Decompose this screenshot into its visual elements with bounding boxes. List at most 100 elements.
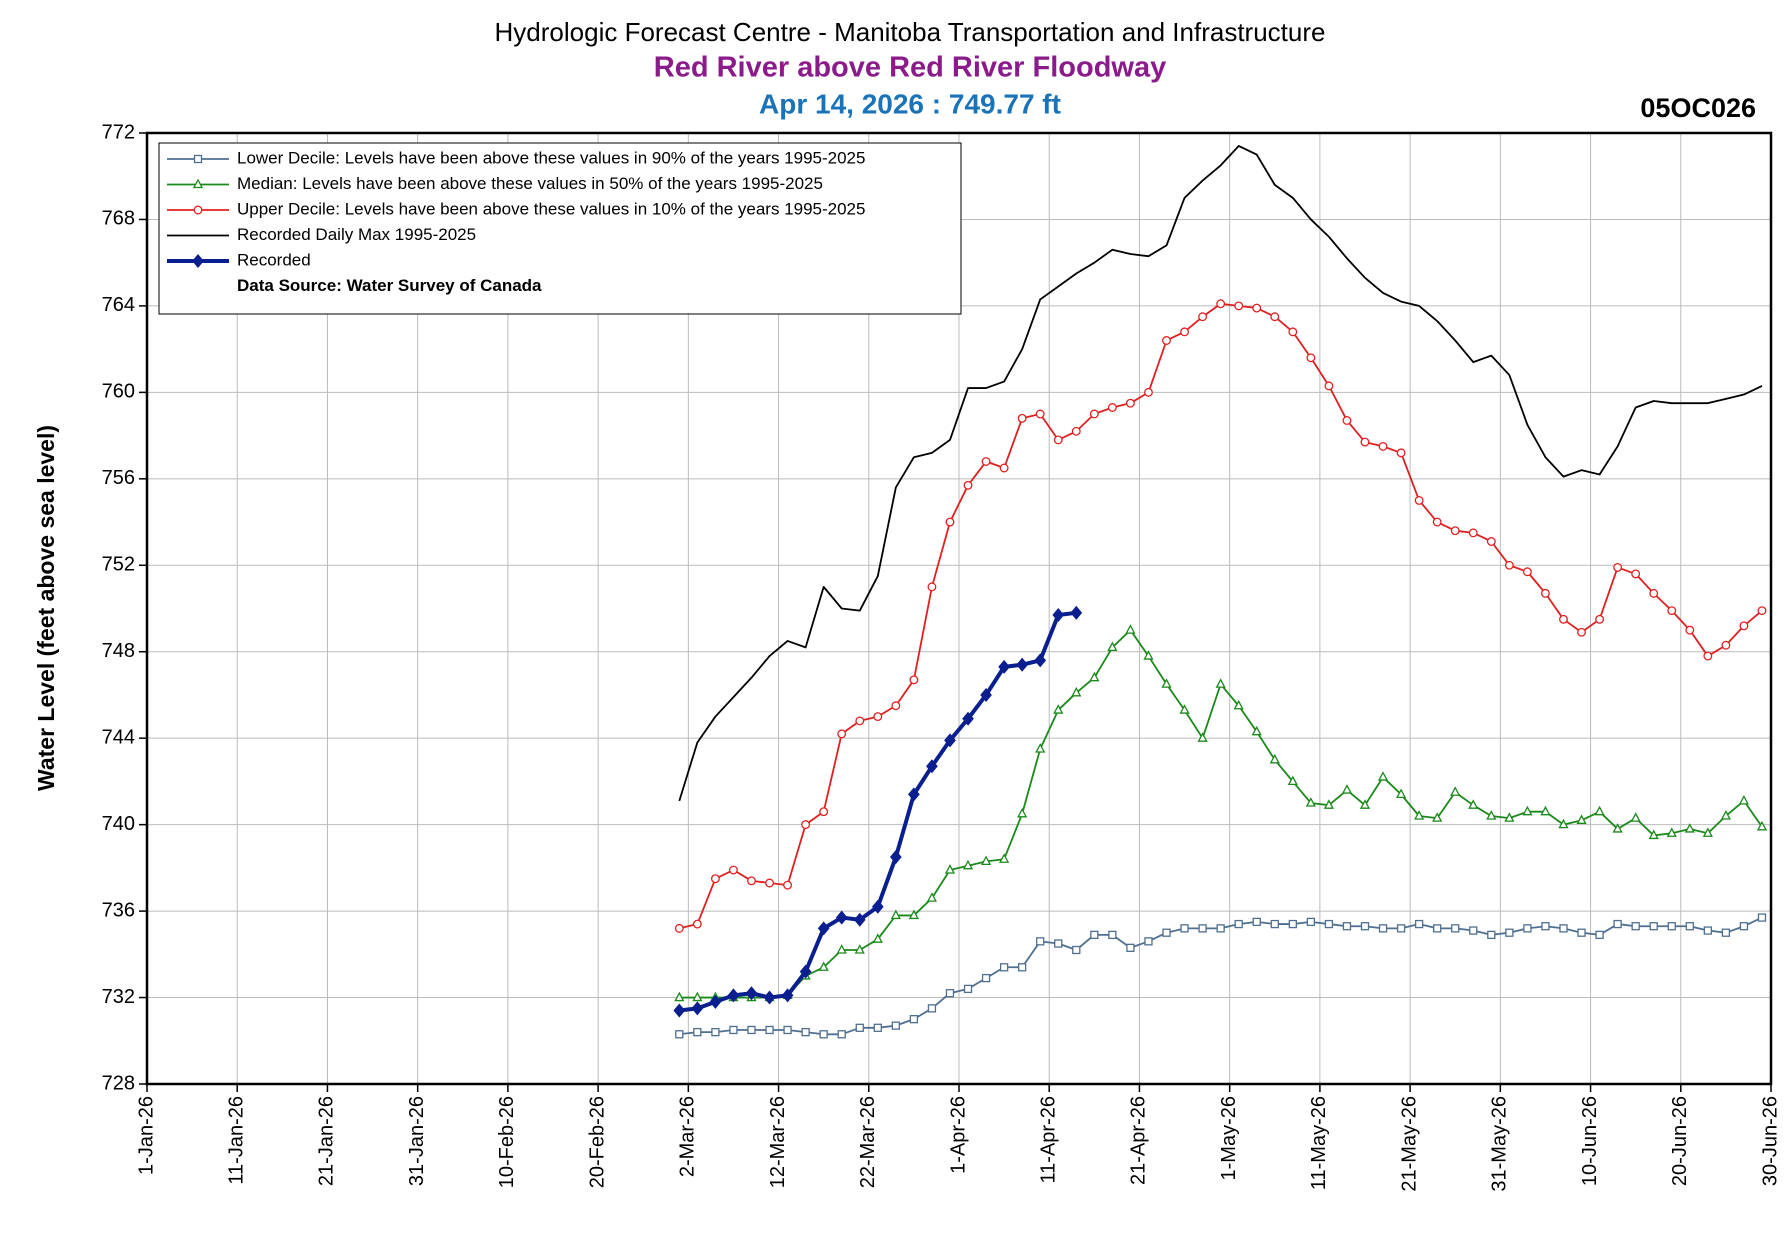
marker	[855, 1023, 864, 1032]
marker	[765, 1025, 774, 1035]
marker	[1378, 924, 1388, 933]
marker	[1070, 605, 1083, 620]
marker	[193, 154, 203, 164]
marker	[1504, 812, 1515, 822]
marker	[1090, 930, 1099, 940]
marker	[1017, 413, 1027, 423]
marker	[908, 787, 920, 802]
marker	[1234, 919, 1243, 929]
marker	[1071, 426, 1081, 436]
marker	[1685, 625, 1695, 635]
marker	[745, 986, 758, 1001]
marker	[1144, 937, 1153, 946]
marker	[981, 973, 991, 983]
marker	[1359, 799, 1371, 809]
marker	[890, 909, 901, 920]
marker	[781, 988, 794, 1003]
marker	[889, 850, 902, 865]
marker	[999, 463, 1009, 473]
y-tick-label: 744	[102, 726, 135, 748]
marker	[1396, 788, 1407, 799]
marker	[819, 1030, 828, 1039]
marker	[873, 1023, 882, 1032]
marker	[926, 892, 938, 902]
marker	[962, 711, 974, 726]
marker	[1198, 924, 1207, 933]
y-tick-label: 748	[102, 640, 135, 662]
marker	[837, 729, 847, 739]
x-tick-label: 10-Jun-26	[1579, 1096, 1601, 1186]
marker	[1216, 924, 1225, 933]
marker	[855, 716, 865, 726]
marker	[1360, 437, 1370, 447]
marker	[727, 988, 740, 1003]
marker	[711, 1027, 720, 1037]
marker	[1016, 657, 1029, 672]
marker	[783, 880, 793, 890]
legend-label: Recorded	[237, 250, 311, 269]
marker	[747, 876, 756, 886]
y-tick-label: 772	[102, 121, 135, 143]
y-tick-label: 752	[102, 554, 135, 576]
marker	[980, 687, 992, 702]
marker	[1577, 928, 1586, 937]
marker	[962, 859, 974, 870]
legend-label: Lower Decile: Levels have been above the…	[237, 148, 865, 167]
marker	[1559, 614, 1568, 624]
marker	[1594, 805, 1605, 816]
marker	[1432, 812, 1443, 822]
x-tick-label: 2-Mar-26	[677, 1096, 699, 1177]
marker	[1197, 732, 1208, 742]
marker	[1486, 810, 1497, 820]
marker	[1414, 810, 1425, 820]
marker	[692, 919, 702, 929]
marker	[1216, 299, 1226, 309]
marker	[1613, 562, 1623, 572]
marker	[1450, 526, 1460, 536]
marker	[999, 963, 1009, 972]
marker	[1756, 820, 1768, 831]
marker	[1234, 301, 1244, 311]
x-tick-label: 10-Feb-26	[496, 1096, 518, 1188]
marker	[193, 205, 203, 215]
marker	[1126, 943, 1135, 952]
marker	[818, 961, 829, 971]
marker	[1377, 771, 1389, 781]
marker	[1341, 784, 1353, 794]
marker	[1667, 606, 1677, 616]
y-tick-label: 764	[102, 294, 135, 316]
marker	[1162, 336, 1171, 345]
marker	[1270, 919, 1279, 929]
marker	[1450, 786, 1461, 796]
marker	[1739, 922, 1749, 931]
y-tick-label: 756	[102, 467, 135, 489]
marker	[927, 582, 937, 592]
marker	[1053, 704, 1064, 714]
marker	[1054, 939, 1063, 948]
marker	[1685, 922, 1694, 931]
marker	[1360, 922, 1370, 931]
marker	[1666, 827, 1677, 837]
marker	[1306, 353, 1316, 363]
marker	[1703, 926, 1712, 935]
marker	[1018, 963, 1027, 972]
marker	[998, 659, 1010, 674]
marker	[1433, 924, 1442, 933]
legend-label: Median: Levels have been above these val…	[237, 174, 823, 193]
marker	[891, 701, 901, 711]
marker	[837, 1030, 846, 1039]
chart-subtitle: Red River above Red River Floodway	[654, 52, 1166, 84]
marker	[1144, 387, 1153, 397]
marker	[763, 990, 776, 1005]
marker	[1540, 805, 1551, 816]
marker	[1613, 919, 1622, 929]
marker	[729, 1025, 738, 1035]
marker	[1595, 614, 1605, 624]
marker	[909, 675, 919, 685]
marker	[801, 1027, 810, 1037]
series	[678, 145, 1763, 802]
marker	[1721, 928, 1731, 937]
y-tick-label: 768	[102, 208, 135, 230]
x-tick-label: 21-Jan-26	[316, 1096, 338, 1186]
